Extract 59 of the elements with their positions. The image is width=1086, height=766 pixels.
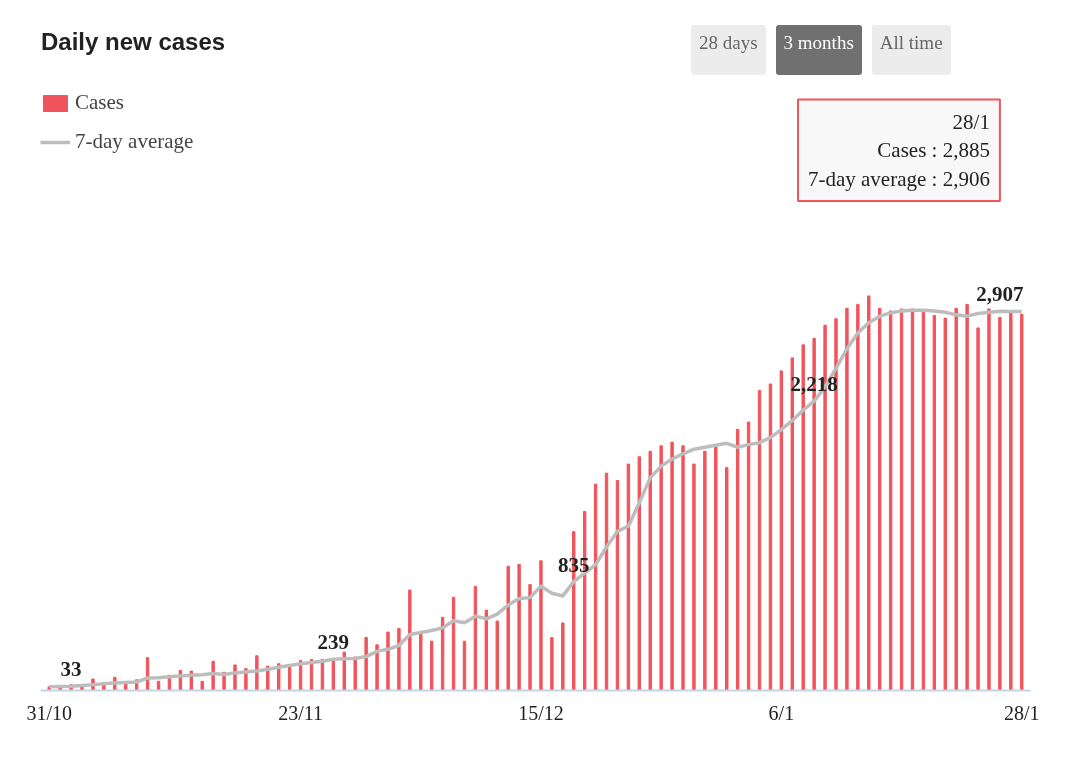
bar xyxy=(1020,313,1024,691)
bar xyxy=(670,441,674,691)
bar xyxy=(419,633,423,691)
bar xyxy=(386,631,390,691)
text: All time xyxy=(879,31,943,55)
legend-label: Cases xyxy=(75,90,124,115)
x-tick-label: 6/1 xyxy=(768,701,795,724)
bar xyxy=(397,627,401,691)
bar xyxy=(331,658,336,691)
bar xyxy=(987,308,991,691)
bar xyxy=(692,463,696,691)
bar xyxy=(211,660,215,691)
data-label: 239 xyxy=(317,630,350,655)
bar xyxy=(200,680,204,691)
x-tick-label: 23/11 xyxy=(278,701,323,724)
bar xyxy=(714,445,718,691)
bar xyxy=(517,564,521,691)
bar xyxy=(878,307,882,691)
bar xyxy=(539,560,543,691)
text: 28 days xyxy=(699,31,758,55)
bar xyxy=(495,620,499,691)
annotation: 7-day average : 2,906 xyxy=(807,167,990,192)
bar xyxy=(954,307,958,691)
legend-label: 7-day average xyxy=(75,129,194,154)
x-tick-label: 31/10 xyxy=(26,701,73,724)
bar xyxy=(845,307,849,691)
bar xyxy=(484,609,489,691)
bar xyxy=(375,644,379,691)
bar xyxy=(725,467,729,691)
bar xyxy=(1009,311,1013,691)
bar xyxy=(681,445,685,691)
bar xyxy=(659,445,663,691)
bar xyxy=(965,303,969,691)
bar xyxy=(353,656,357,691)
text: 3 months xyxy=(783,31,854,55)
bar xyxy=(364,637,368,691)
x-tick-label: 28/1 xyxy=(1003,701,1040,724)
bar xyxy=(429,640,434,691)
bar xyxy=(867,295,871,691)
data-label: 2,907 xyxy=(976,282,1024,307)
bar xyxy=(550,637,554,691)
bar xyxy=(561,622,565,691)
x-tick-label: 15/12 xyxy=(518,701,564,724)
bar xyxy=(703,450,707,691)
annotation: 28/1 xyxy=(952,109,990,134)
annotation: Cases : 2,885 xyxy=(877,138,990,163)
bar xyxy=(408,589,412,691)
bar xyxy=(856,303,860,691)
bar xyxy=(976,327,980,691)
bar xyxy=(528,584,532,691)
bar xyxy=(943,317,947,691)
chart-title: Daily new cases xyxy=(41,27,226,57)
bar xyxy=(735,428,740,691)
bar xyxy=(998,316,1002,691)
bar xyxy=(506,565,510,691)
bar xyxy=(637,456,642,691)
bar xyxy=(648,450,652,691)
bar xyxy=(932,315,937,691)
data-label: 33 xyxy=(60,657,82,682)
